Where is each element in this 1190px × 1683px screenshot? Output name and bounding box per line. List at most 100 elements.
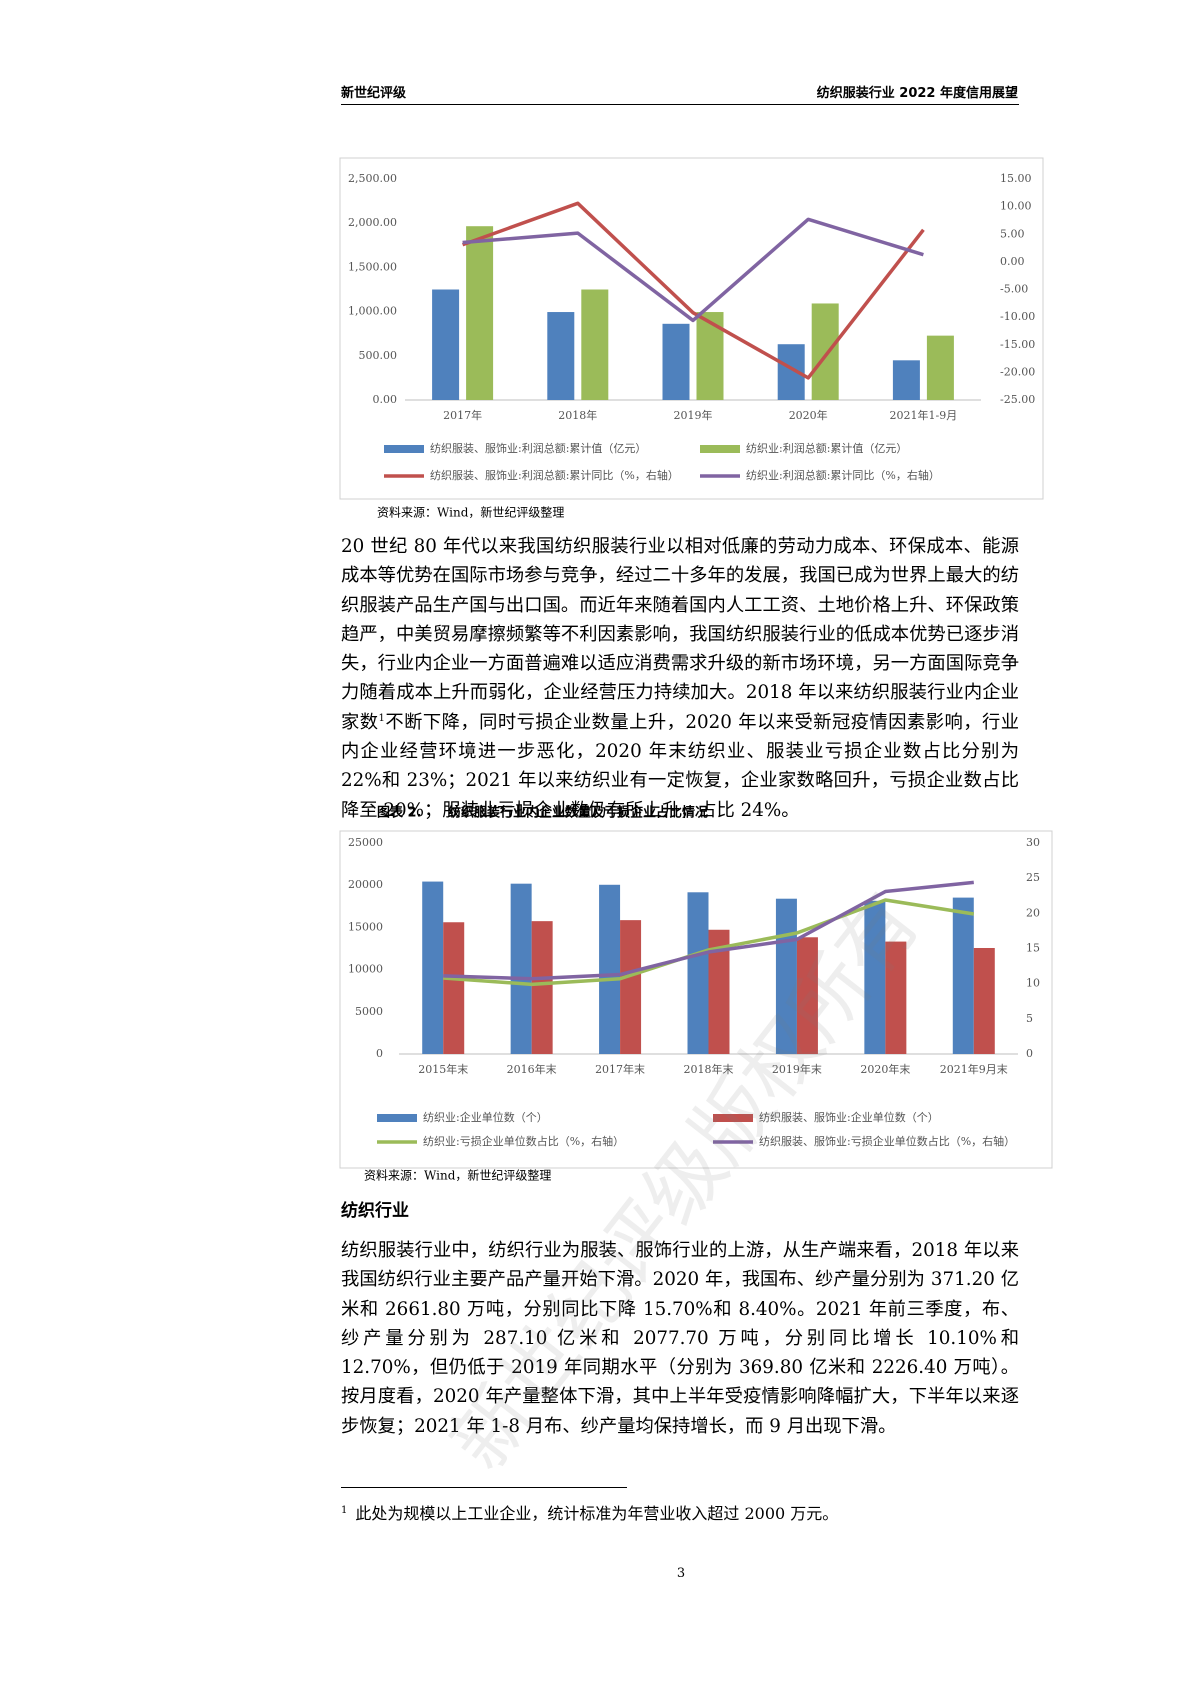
y-tick-label: 1,000.00 xyxy=(348,305,397,318)
bar xyxy=(687,892,709,1054)
bar xyxy=(531,921,553,1054)
x-tick-label: 2020年末 xyxy=(860,1062,910,1076)
x-tick-label: 2021年9月末 xyxy=(940,1062,1008,1076)
y2-tick-label: -20.00 xyxy=(1000,365,1035,378)
bar xyxy=(696,312,724,400)
x-tick-label: 2020年 xyxy=(789,408,828,422)
legend-label: 纺织业:利润总额:累计值（亿元） xyxy=(746,441,907,455)
chart-source: 资料来源：Wind，新世纪评级整理 xyxy=(377,505,564,520)
line xyxy=(443,898,975,987)
legend-swatch xyxy=(377,1114,417,1122)
bar xyxy=(811,303,839,400)
bar xyxy=(708,929,730,1054)
x-tick-label: 2019年末 xyxy=(772,1062,822,1076)
footnote-number: 1 xyxy=(341,1504,348,1516)
y2-tick-label: -25.00 xyxy=(1000,393,1035,406)
header-right: 纺织服装行业 2022 年度信用展望 xyxy=(816,86,1018,101)
y2-tick-label: 5.00 xyxy=(1000,227,1025,240)
paragraph: 纺织服装行业中，纺织行业为服装、服饰行业的上游，从生产端来看，2018 年以来我… xyxy=(341,1240,1019,1437)
y2-tick-label: 20 xyxy=(1026,906,1040,919)
chart-source: 资料来源：Wind，新世纪评级整理 xyxy=(364,1168,551,1183)
bar xyxy=(599,884,621,1054)
x-tick-label: 2015年末 xyxy=(418,1062,468,1076)
legend-label: 纺织服装、服饰业:亏损企业单位数占比（%，右轴） xyxy=(759,1134,1015,1148)
x-tick-label: 2019年 xyxy=(674,408,713,422)
bar xyxy=(422,881,444,1054)
line xyxy=(443,880,974,981)
chart-title: 纺织服装行业内企业数量及亏损企业占比情况 xyxy=(448,805,708,821)
bar xyxy=(432,289,460,400)
bar xyxy=(547,312,575,400)
y-tick-label: 0.00 xyxy=(373,393,398,406)
chart-frame xyxy=(339,830,1053,1169)
y-tick-label: 10000 xyxy=(348,963,383,976)
page-number: 3 xyxy=(676,1566,686,1581)
footnote-ref: 1 xyxy=(378,712,385,724)
bar xyxy=(973,947,995,1054)
y2-tick-label: -10.00 xyxy=(1000,310,1035,323)
bar xyxy=(620,920,642,1054)
bar xyxy=(581,289,609,400)
y-tick-label: 2,500.00 xyxy=(348,172,397,185)
y-tick-label: 25000 xyxy=(348,836,383,849)
y2-tick-label: -5.00 xyxy=(1000,283,1028,296)
bar xyxy=(885,941,907,1054)
x-tick-label: 2017年末 xyxy=(595,1062,645,1076)
legend-label: 纺织服装、服饰业:利润总额:累计同比（%，右轴） xyxy=(430,468,679,482)
bar xyxy=(926,335,954,400)
section-heading: 纺织行业 xyxy=(341,1201,409,1221)
x-tick-label: 2021年1-9月 xyxy=(890,408,958,422)
y-tick-label: 500.00 xyxy=(359,349,398,362)
x-tick-label: 2018年末 xyxy=(684,1062,734,1076)
legend-label: 纺织业:利润总额:累计同比（%，右轴） xyxy=(746,468,940,482)
bar xyxy=(662,323,690,400)
footnote-rule xyxy=(341,1487,627,1488)
bar xyxy=(510,883,532,1054)
y2-tick-label: 0.00 xyxy=(1000,255,1025,268)
y-tick-label: 2,000.00 xyxy=(348,216,397,229)
line xyxy=(462,201,925,380)
header-rule xyxy=(341,104,1019,105)
y2-tick-label: 10.00 xyxy=(1000,200,1032,213)
header-left: 新世纪评级 xyxy=(341,86,407,101)
y2-tick-label: 15 xyxy=(1026,942,1040,955)
legend-label: 纺织业:亏损企业单位数占比（%，右轴） xyxy=(423,1134,624,1148)
legend-label: 纺织服装、服饰业:利润总额:累计值（亿元） xyxy=(430,441,646,455)
text: 20 世纪 80 年代以来我国纺织服装行业以相对低廉的劳动力成本、环保成本、能源… xyxy=(341,536,1019,733)
line xyxy=(462,217,924,323)
y-tick-label: 5000 xyxy=(355,1005,383,1018)
legend-label: 纺织业:企业单位数（个） xyxy=(423,1110,548,1124)
legend-swatch xyxy=(700,445,740,453)
bar xyxy=(443,922,465,1054)
footnote-text: 此处为规模以上工业企业，统计标准为年营业收入超过 2000 万元。 xyxy=(355,1504,839,1523)
footnote: 1 此处为规模以上工业企业，统计标准为年营业收入超过 2000 万元。 xyxy=(341,1500,838,1524)
y2-tick-label: 5 xyxy=(1026,1012,1033,1025)
x-tick-label: 2018年 xyxy=(558,408,597,422)
text: 不断下降，同时亏损企业数量上升，2020 年以来受新冠疫情因素影响，行业内企业经… xyxy=(341,711,1020,821)
bar xyxy=(796,937,818,1054)
paragraph: 20 世纪 80 年代以来我国纺织服装行业以相对低廉的劳动力成本、环保成本、能源… xyxy=(341,532,1019,825)
bar xyxy=(892,360,920,400)
y-tick-label: 0 xyxy=(376,1047,383,1060)
chart-frame xyxy=(339,157,1044,500)
x-tick-label: 2017年 xyxy=(443,408,482,422)
bar xyxy=(466,226,494,400)
y-tick-label: 20000 xyxy=(348,878,383,891)
figure-label: 图表 2. xyxy=(377,805,422,821)
legend-label: 纺织服装、服饰业:企业单位数（个） xyxy=(759,1110,939,1124)
legend-swatch xyxy=(713,1114,753,1122)
y2-tick-label: 15.00 xyxy=(1000,172,1032,185)
x-tick-label: 2016年末 xyxy=(507,1062,557,1076)
bar xyxy=(864,900,886,1054)
y-tick-label: 1,500.00 xyxy=(348,260,397,273)
y2-tick-label: 10 xyxy=(1026,977,1040,990)
y-tick-label: 15000 xyxy=(348,920,383,933)
y2-tick-label: 30 xyxy=(1026,836,1040,849)
y2-tick-label: 0 xyxy=(1026,1047,1033,1060)
y2-tick-label: 25 xyxy=(1026,871,1040,884)
bar xyxy=(952,897,974,1054)
legend-swatch xyxy=(384,445,424,453)
y2-tick-label: -15.00 xyxy=(1000,338,1035,351)
